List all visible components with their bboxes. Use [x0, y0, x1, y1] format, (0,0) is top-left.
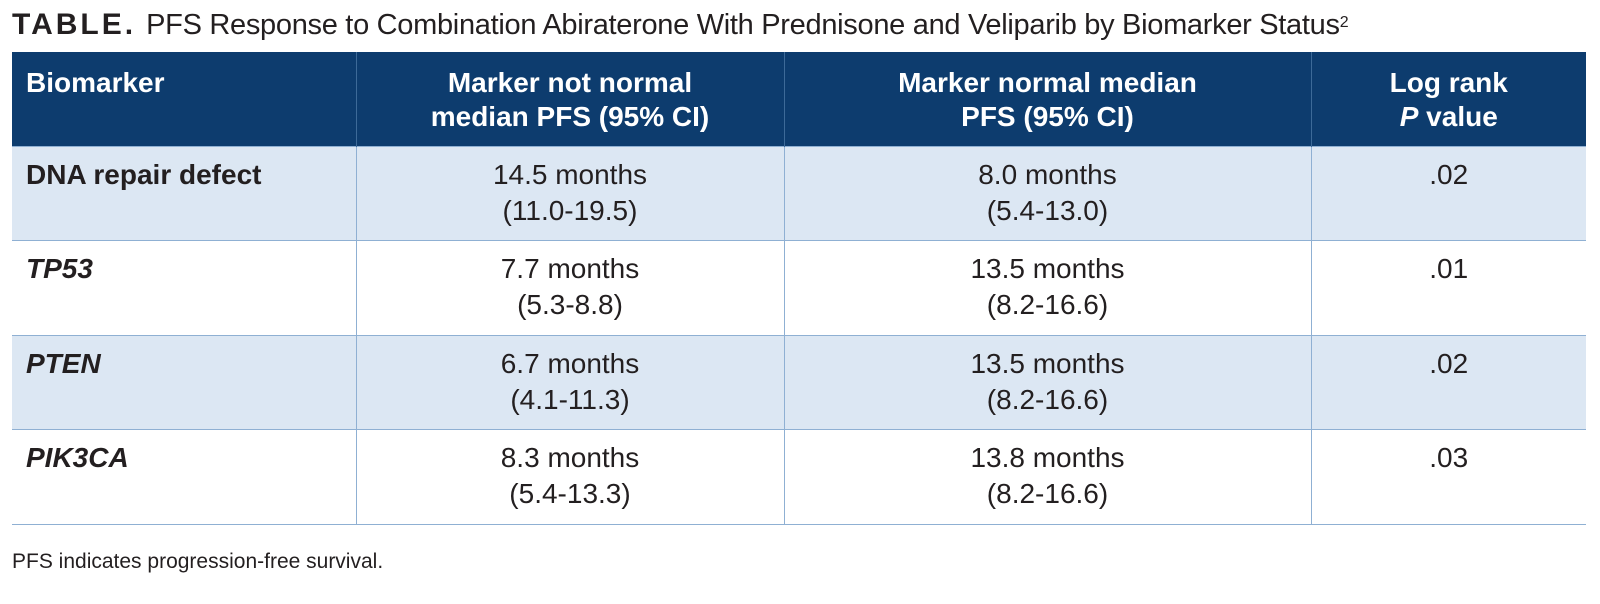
- p-value-cell: .02: [1310, 334, 1586, 430]
- p-value-cell: .01: [1310, 240, 1586, 336]
- not-normal-pfs-cell: 8.3 months (5.4-13.3): [355, 429, 784, 525]
- table-title: TABLE. PFS Response to Combination Abirat…: [12, 8, 1349, 48]
- median-value: 6.7 months: [500, 347, 640, 379]
- header-row: Biomarker Marker not normal median PFS (9…: [12, 52, 1586, 146]
- header-marker-not-normal: Marker not normal median PFS (95% CI): [355, 52, 784, 146]
- biomarker-cell: DNA repair defect: [12, 145, 356, 241]
- median-value: 14.5 months: [492, 158, 648, 190]
- biomarker-table: Biomarker Marker not normal median PFS (9…: [12, 52, 1586, 525]
- header-p-line1: Log rank: [1389, 67, 1508, 98]
- table-caption: PFS Response to Combination Abiraterone …: [146, 9, 1348, 41]
- not-normal-pfs-cell: 6.7 months (4.1-11.3): [355, 334, 784, 430]
- median-value: 8.0 months: [978, 158, 1117, 190]
- header-biomarker: Biomarker: [12, 52, 356, 146]
- ci-value: (5.4-13.3): [509, 478, 631, 510]
- biomarker-cell: PTEN: [12, 334, 356, 430]
- table-row: TP53 7.7 months (5.3-8.8) 13.5 months (8.2…: [12, 240, 1586, 336]
- normal-pfs-cell: 13.5 months (8.2-16.6): [783, 240, 1311, 336]
- table-footnote: PFS indicates progression-free survival.: [12, 550, 384, 573]
- median-value: 13.8 months: [970, 442, 1125, 474]
- not-normal-pfs-cell: 7.7 months (5.3-8.8): [355, 240, 784, 336]
- ci-value: (8.2-16.6): [986, 478, 1109, 510]
- biomarker-cell: TP53: [12, 240, 356, 336]
- header-log-rank-p: Log rank P value: [1310, 52, 1586, 146]
- normal-pfs-cell: 13.8 months (8.2-16.6): [783, 429, 1311, 525]
- header-p-italic: P: [1399, 101, 1419, 132]
- table-row: DNA repair defect 14.5 months (11.0-19.5)…: [12, 145, 1586, 241]
- ci-value: (4.1-11.3): [510, 383, 630, 415]
- normal-pfs-cell: 13.5 months (8.2-16.6): [783, 334, 1311, 430]
- reference-superscript: 2: [1339, 14, 1349, 32]
- biomarker-cell: PIK3CA: [12, 429, 356, 525]
- table-row: PTEN 6.7 months (4.1-11.3) 13.5 months (8.…: [12, 334, 1586, 430]
- p-value-cell: .02: [1310, 145, 1586, 241]
- ci-value: (8.2-16.6): [986, 289, 1109, 321]
- median-value: 13.5 months: [970, 253, 1125, 285]
- median-value: 7.7 months: [500, 253, 640, 285]
- header-normal-line2: PFS (95% CI): [961, 101, 1134, 132]
- ci-value: (8.2-16.6): [986, 383, 1109, 415]
- ci-value: (11.0-19.5): [502, 194, 638, 226]
- header-marker-normal: Marker normal median PFS (95% CI): [783, 52, 1311, 146]
- median-value: 13.5 months: [970, 347, 1125, 379]
- ci-value: (5.4-13.0): [986, 194, 1109, 226]
- header-not-normal-line2: median PFS (95% CI): [430, 101, 710, 132]
- table-label: TABLE.: [12, 8, 137, 41]
- header-p-line2: value: [1418, 101, 1498, 132]
- table-row: PIK3CA 8.3 months (5.4-13.3) 13.8 months (…: [12, 429, 1586, 525]
- normal-pfs-cell: 8.0 months (5.4-13.0): [783, 145, 1311, 241]
- table-caption-text: PFS Response to Combination Abiraterone …: [146, 8, 1340, 41]
- not-normal-pfs-cell: 14.5 months (11.0-19.5): [355, 145, 784, 241]
- median-value: 8.3 months: [500, 442, 640, 474]
- header-normal-line1: Marker normal median: [898, 67, 1197, 98]
- header-not-normal-line1: Marker not normal: [447, 67, 693, 98]
- p-value-cell: .03: [1310, 429, 1586, 525]
- ci-value: (5.3-8.8): [517, 289, 623, 321]
